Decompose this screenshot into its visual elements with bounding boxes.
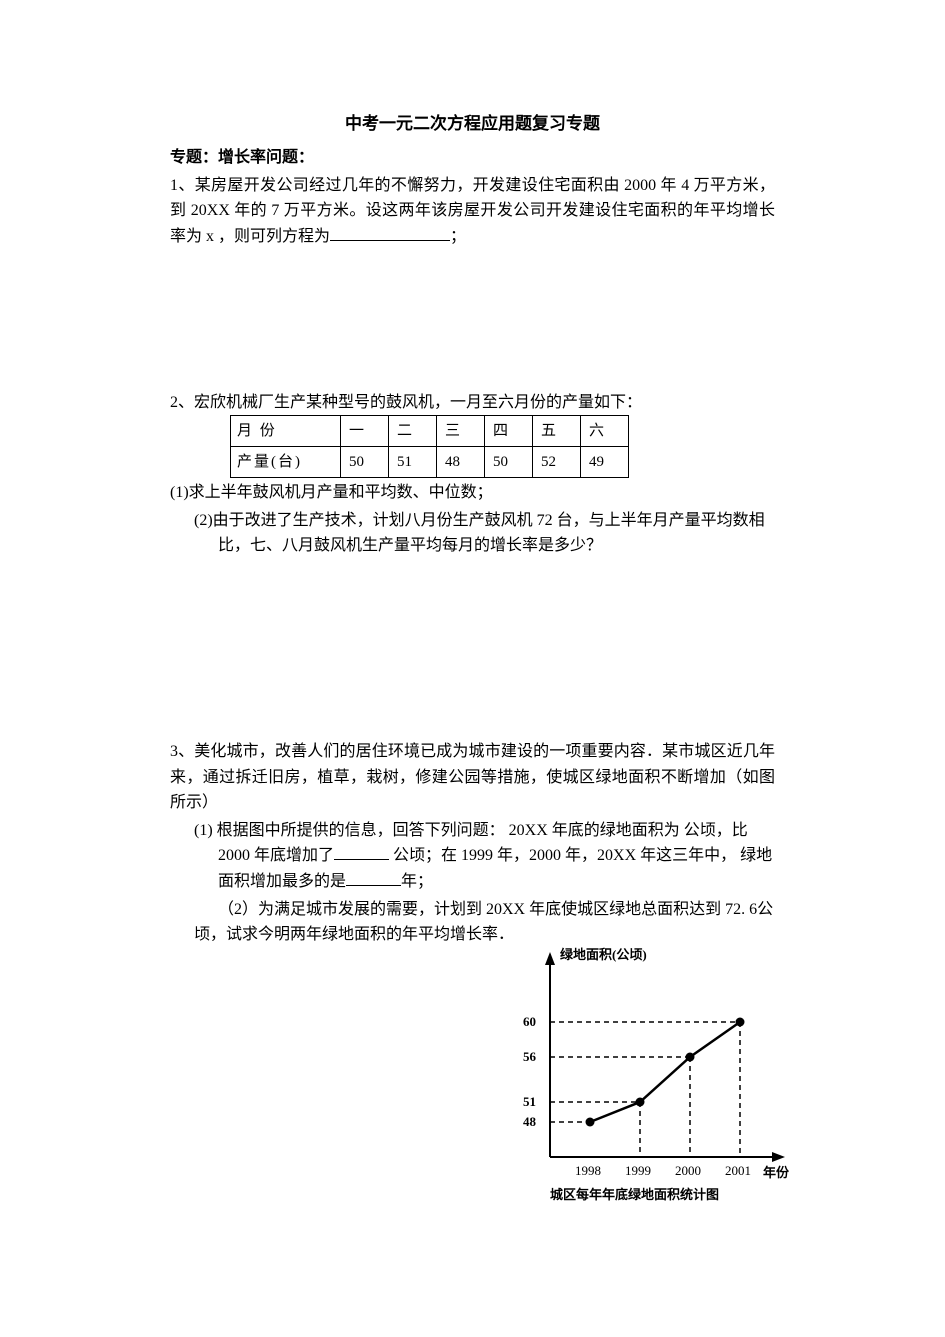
ytick-48: 48 bbox=[523, 1114, 537, 1129]
table-cell: 月 份 bbox=[231, 416, 341, 447]
blank-year bbox=[346, 870, 401, 886]
ytick-56: 56 bbox=[523, 1049, 537, 1064]
chart-caption: 城区每年年底绿地面积统计图 bbox=[550, 1187, 719, 1202]
table-cell: 50 bbox=[341, 447, 389, 478]
table-data-row: 产量(台) 50 51 48 50 52 49 bbox=[231, 447, 629, 478]
table-cell: 四 bbox=[485, 416, 533, 447]
question-3-intro: 3、美化城市，改善人们的居住环境已成为城市建设的一项重要内容．某市城区近几年来，… bbox=[170, 739, 775, 816]
blank-area-increase bbox=[334, 844, 389, 860]
page-title: 中考一元二次方程应用题复习专题 bbox=[170, 110, 775, 137]
table-cell: 48 bbox=[437, 447, 485, 478]
chart-ylabel: 绿地面积(公顷) bbox=[560, 947, 647, 962]
ytick-51: 51 bbox=[523, 1094, 536, 1109]
xtick-2001: 2001 bbox=[725, 1163, 751, 1178]
table-cell: 50 bbox=[485, 447, 533, 478]
q3-sub1-a: (1) 根据图中所提供的信息，回答下列问题： 20XX 年底的绿地面积为 bbox=[194, 822, 680, 839]
question-1-text: 1、某房屋开发公司经过几年的不懈努力，开发建设住宅面积由 2000 年 4 万平… bbox=[170, 177, 775, 245]
q3-sub1-d: 年； bbox=[401, 873, 433, 890]
xtick-1999: 1999 bbox=[625, 1163, 651, 1178]
table-cell: 51 bbox=[389, 447, 437, 478]
table-cell: 二 bbox=[389, 416, 437, 447]
question-2-intro: 2、宏欣机械厂生产某种型号的鼓风机，一月至六月份的产量如下： bbox=[170, 390, 775, 416]
table-cell: 产量(台) bbox=[231, 447, 341, 478]
green-area-chart: 绿地面积(公顷) 年份 60 56 51 48 1998 1999 2000 2… bbox=[495, 937, 795, 1217]
blank-equation bbox=[330, 225, 450, 241]
question-2-sub2: (2)由于改进了生产技术，计划八月份生产鼓风机 72 台，与上半年月产量平均数相… bbox=[218, 508, 775, 559]
table-cell: 一 bbox=[341, 416, 389, 447]
production-table: 月 份 一 二 三 四 五 六 产量(台) 50 51 48 50 52 49 bbox=[230, 415, 629, 478]
data-point-1998 bbox=[586, 1118, 595, 1127]
table-cell: 六 bbox=[581, 416, 629, 447]
table-cell: 49 bbox=[581, 447, 629, 478]
xtick-1998: 1998 bbox=[575, 1163, 601, 1178]
table-header-row: 月 份 一 二 三 四 五 六 bbox=[231, 416, 629, 447]
question-3-sub1: (1) 根据图中所提供的信息，回答下列问题： 20XX 年底的绿地面积为 公顷，… bbox=[218, 818, 775, 895]
chart-xlabel: 年份 bbox=[763, 1165, 790, 1180]
table-cell: 五 bbox=[533, 416, 581, 447]
table-cell: 52 bbox=[533, 447, 581, 478]
xtick-2000: 2000 bbox=[675, 1163, 701, 1178]
ytick-60: 60 bbox=[523, 1014, 536, 1029]
q1-punct: ； bbox=[450, 228, 466, 245]
table-cell: 三 bbox=[437, 416, 485, 447]
question-2-sub1: (1)求上半年鼓风机月产量和平均数、中位数； bbox=[194, 480, 775, 506]
question-1: 1、某房屋开发公司经过几年的不懈努力，开发建设住宅面积由 2000 年 4 万平… bbox=[170, 173, 775, 250]
section-subtitle: 专题：增长率问题： bbox=[170, 145, 775, 171]
